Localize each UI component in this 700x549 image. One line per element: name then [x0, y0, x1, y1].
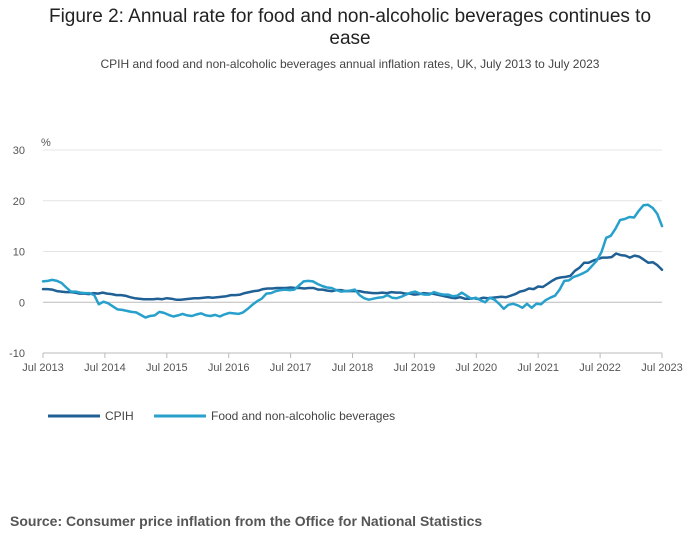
x-tick-label: Jul 2020: [456, 362, 498, 374]
chart-title-line-2: ease: [329, 28, 371, 49]
x-tick-label: Jul 2015: [146, 362, 188, 374]
series-line-food: [41, 203, 664, 319]
chart-title-line-1: Figure 2: Annual rate for food and non-a…: [48, 6, 652, 27]
axes: -10 0 10 20 30% Jul 2013 Jul 2014 Jul 2015 Jul 2…: [9, 137, 683, 374]
chart-title: Figure 2: Annual rate for food and non-a…: [0, 6, 700, 50]
x-tick-label: Jul 2013: [22, 362, 64, 374]
y-tick-label: 20: [13, 196, 25, 208]
x-tick-label: Jul 2022: [579, 362, 621, 374]
y-tick-label: 30: [13, 145, 25, 157]
legend-label: CPIH: [105, 409, 134, 423]
x-tick-label: Jul 2016: [208, 362, 250, 374]
gridlines: [43, 149, 662, 354]
y-axis-unit-label: %: [41, 137, 51, 149]
x-tick-label: Jul 2014: [84, 362, 126, 374]
x-tick-label: Jul 2019: [394, 362, 436, 374]
x-tick-label: Jul 2021: [517, 362, 559, 374]
chart-subtitle: CPIH and food and non-alcoholic beverage…: [100, 57, 600, 71]
legend: CPIH Food and non-alcoholic beverages: [48, 409, 395, 423]
x-tick-label: Jul 2017: [270, 362, 312, 374]
series-line-cpih: [41, 252, 664, 301]
source-note: Source: Consumer price inflation from th…: [10, 513, 483, 529]
legend-label: Food and non-alcoholic beverages: [211, 409, 395, 423]
x-tick-label: Jul 2023: [641, 362, 683, 374]
y-tick-label: 10: [13, 247, 25, 259]
y-tick-label: -10: [9, 348, 25, 360]
x-tick-label: Jul 2018: [332, 362, 374, 374]
y-tick-label: 0: [19, 297, 25, 309]
series-lines: [41, 203, 664, 319]
